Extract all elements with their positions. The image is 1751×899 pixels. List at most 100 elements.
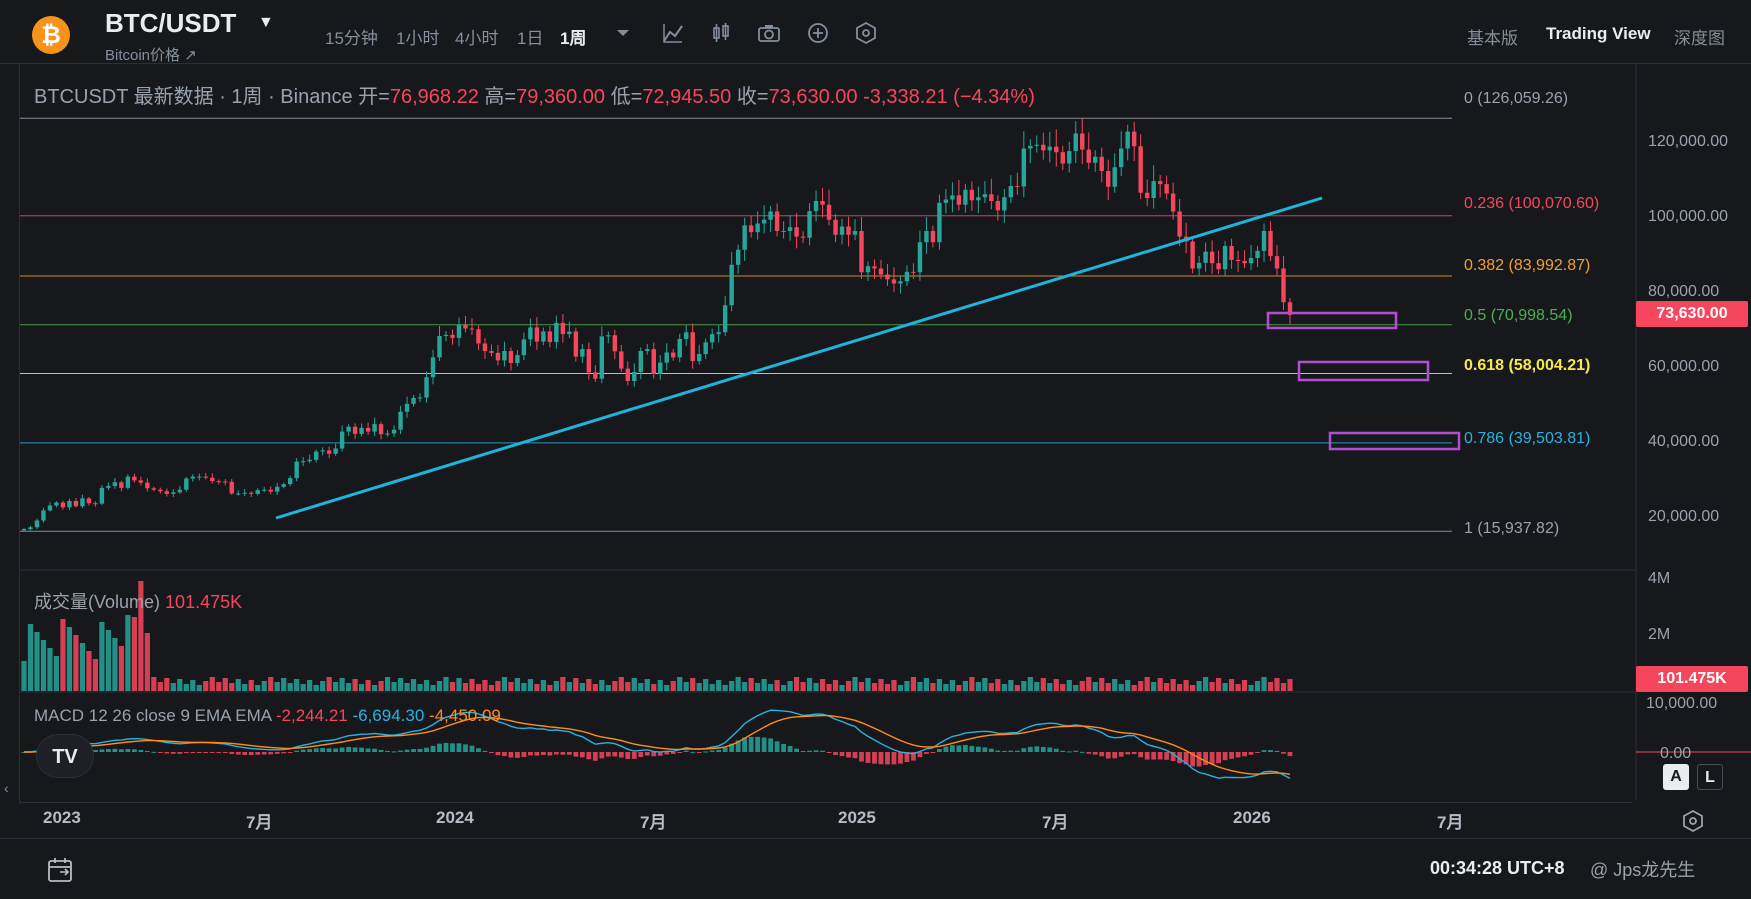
interval-1w[interactable]: 1周 xyxy=(560,29,587,48)
candle-body xyxy=(1047,146,1052,151)
time-tick: 2025 xyxy=(838,808,876,827)
volume-bar xyxy=(761,679,767,691)
bitcoin-logo-icon: ₿ xyxy=(32,16,70,54)
interval-1h[interactable]: 1小时 xyxy=(396,29,440,48)
volume-bar xyxy=(781,685,787,691)
candle-body xyxy=(800,236,806,238)
volume-bar xyxy=(196,685,202,691)
utc-clock[interactable]: 00:34:28 UTC+8 xyxy=(1430,858,1565,878)
candle-body xyxy=(138,480,144,483)
candle-body xyxy=(885,274,890,280)
interval-4h[interactable]: 4小时 xyxy=(455,29,499,48)
indicators-icon[interactable] xyxy=(660,20,686,46)
author-watermark: @ Jps龙先生 xyxy=(1590,860,1696,880)
volume-bar xyxy=(690,678,696,691)
more-intervals-caret-icon[interactable] xyxy=(610,20,636,46)
volume-bar xyxy=(884,684,891,691)
volume-bar xyxy=(170,683,176,691)
volume-bar xyxy=(540,680,546,691)
candle-body xyxy=(560,322,566,335)
tradingview-logo-icon[interactable]: TV xyxy=(36,734,94,778)
volume-bar xyxy=(969,677,975,691)
date-range-calendar-icon[interactable] xyxy=(46,856,76,889)
macd-histogram-bar xyxy=(553,752,559,755)
pair-title[interactable]: BTC/USDT xyxy=(105,8,237,38)
macd-histogram-bar xyxy=(962,744,968,752)
candle-body xyxy=(1196,262,1202,269)
macd-histogram-bar xyxy=(534,752,540,756)
candle-body xyxy=(1242,261,1247,264)
time-tick: 7月 xyxy=(1437,813,1464,832)
candle-body xyxy=(852,231,858,235)
macd-histogram-bar xyxy=(917,752,923,758)
macd-histogram-bar xyxy=(1112,752,1118,759)
camera-snapshot-icon[interactable] xyxy=(756,20,782,46)
log-scale-button[interactable]: L xyxy=(1697,764,1723,790)
collapse-chevron-icon[interactable]: ‹ xyxy=(4,780,9,796)
candle-body xyxy=(352,426,358,434)
candle-body xyxy=(619,351,624,369)
chart-type-candles-icon[interactable] xyxy=(708,20,734,46)
view-basic[interactable]: 基本版 xyxy=(1467,29,1518,48)
candle-body xyxy=(1235,259,1241,261)
auto-scale-button[interactable]: A xyxy=(1663,764,1689,790)
volume-bar xyxy=(819,679,826,691)
time-axis-settings-icon[interactable] xyxy=(1680,808,1706,839)
macd-histogram-bar xyxy=(112,748,118,752)
volume-bar xyxy=(579,683,585,691)
volume-bar xyxy=(27,624,34,691)
macd-histogram-bar xyxy=(599,752,605,759)
add-plus-icon[interactable] xyxy=(805,20,831,46)
candle-body xyxy=(632,372,637,381)
volume-bar xyxy=(1099,678,1105,691)
volume-bar xyxy=(696,683,702,691)
volume-bar xyxy=(813,683,819,691)
view-tradingview[interactable]: Trading View xyxy=(1546,24,1651,43)
macd-histogram-bar xyxy=(1118,752,1124,757)
interval-1d[interactable]: 1日 xyxy=(517,29,544,48)
macd-histogram-bar xyxy=(274,752,280,754)
macd-histogram-bar xyxy=(99,749,105,752)
candle-body xyxy=(210,477,215,482)
macd-histogram-bar xyxy=(761,737,767,752)
target-boxes xyxy=(1266,311,1461,451)
macd-histogram-bar xyxy=(248,752,254,756)
volume-label: 成交量(Volume) xyxy=(34,592,161,612)
close-value: 73,630.00 xyxy=(768,86,858,108)
macd-histogram-bar xyxy=(385,750,390,752)
macd-histogram-bar xyxy=(391,751,397,753)
volume-bar xyxy=(1112,679,1118,691)
volume-bar xyxy=(1014,685,1020,691)
view-depth[interactable]: 深度图 xyxy=(1674,29,1725,48)
volume-bar xyxy=(638,683,644,691)
candle-body xyxy=(1112,167,1117,187)
macd-histogram-bar xyxy=(878,752,884,765)
interval-15m[interactable]: 15分钟 xyxy=(325,29,378,48)
volume-bar xyxy=(566,682,572,691)
volume-bar xyxy=(508,682,514,691)
pair-dropdown-caret-icon[interactable]: ▼ xyxy=(258,14,274,31)
candle-body xyxy=(1119,148,1124,168)
macd-histogram-bar xyxy=(411,749,416,752)
target-zone-box xyxy=(1266,311,1398,330)
macd-histogram-bar xyxy=(774,741,780,752)
volume-bar xyxy=(936,679,943,691)
candle-body xyxy=(320,450,325,452)
candle-body xyxy=(593,372,598,379)
candle-body xyxy=(1138,146,1143,193)
volume-bar xyxy=(410,679,417,691)
volume-bar xyxy=(501,677,508,691)
macd-histogram-bar xyxy=(1151,752,1157,760)
settings-hex-icon[interactable] xyxy=(853,20,879,46)
candle-body xyxy=(1177,211,1182,237)
candle-body xyxy=(917,242,923,273)
macd-histogram-bar xyxy=(911,752,916,761)
pair-subtitle-link[interactable]: Bitcoin价格 ↗ xyxy=(105,47,197,64)
macd-histogram-bar xyxy=(443,742,449,752)
candle-body xyxy=(826,204,832,220)
volume-bar xyxy=(47,648,53,691)
macd-hist-value: -2,244.21 xyxy=(275,706,348,725)
volume-bar xyxy=(131,617,137,691)
macd-histogram-bar xyxy=(326,748,332,752)
